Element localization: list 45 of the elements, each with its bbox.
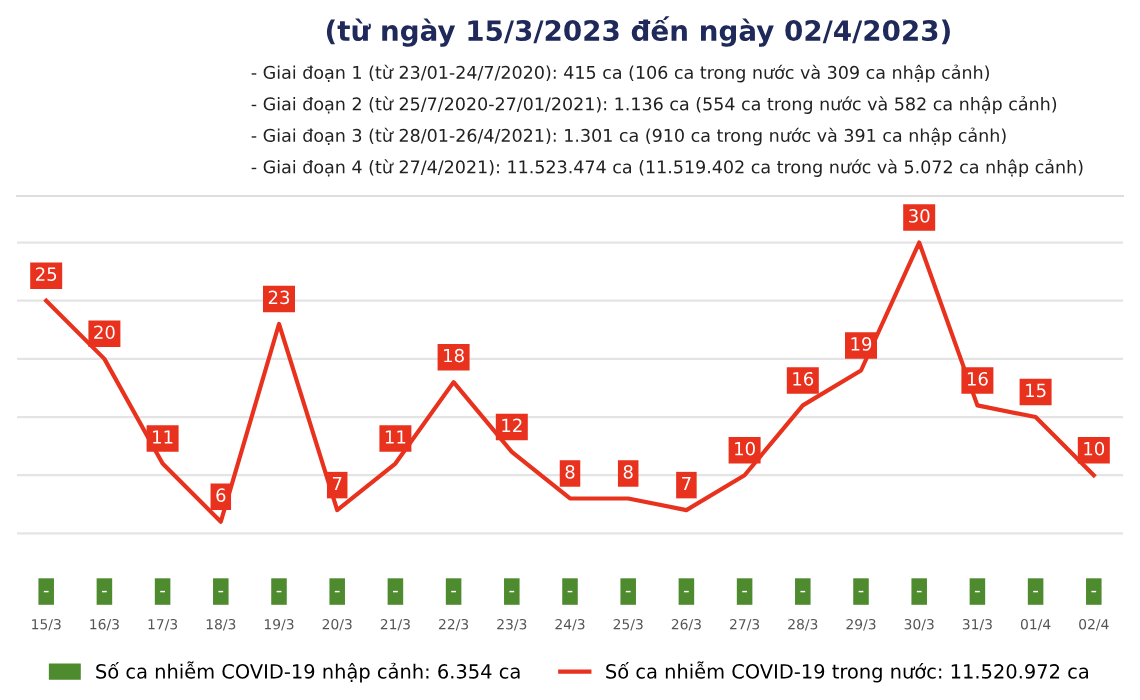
data-label: - [916,590,922,593]
data-label: 8 [623,465,633,479]
data-label: - [800,590,806,593]
data-label: 7 [682,476,691,491]
data-label: - [218,590,224,593]
data-label: 8 [565,465,575,479]
chart-title: (từ ngày 15/3/2023 đến ngày 02/4/2023) [326,16,950,47]
data-label: 7 [332,476,342,491]
data-label: 30 [909,209,930,223]
data-label: - [276,590,282,593]
data-label: - [451,590,456,593]
data-label: 12 [502,418,522,432]
data-label: - [1033,590,1038,593]
data-label: - [393,590,398,593]
text: - Giai đoạn 1 (từ 23/01-24/7/2020): 415 ca (106 ca trong nước và 309 ca nhập cảnh) [251,64,989,83]
data-label: - [625,590,631,593]
data-label: - [102,590,107,593]
data-label: 16 [793,371,814,386]
data-label: - [334,590,340,593]
data-label: - [43,590,49,593]
data-label: 15 [1026,383,1046,398]
data-label: 10 [735,441,755,456]
data-label: - [567,590,573,593]
data-label: 18 [444,348,464,363]
data-label: - [742,590,747,593]
data-label: 20 [94,325,115,340]
data-label: 10 [1084,441,1105,456]
legend-label: Số ca nhiễm COVID-19 nhập cảnh: 6.354 ca [96,661,520,683]
data-label: - [975,590,980,593]
data-label: - [858,590,864,593]
legend-label: Số ca nhiễm COVID-19 trong nước: 11.520.972 ca [606,661,1088,683]
data-label: 19 [851,337,872,351]
data-label: 25 [36,267,57,281]
data-label: - [160,590,165,593]
data-label: - [684,590,689,593]
text: - Giai đoạn 2 (từ 25/7/2020-27/01/2021): 1.136 ca (554 ca trong nước và 582 ca nhập cảnh) [251,96,1057,114]
data-label: 11 [153,430,173,444]
data-label: 16 [967,371,988,386]
text: - Giai đoạn 3 (từ 28/01-26/4/2021): 1.301 ca (910 ca trong nước và 391 ca nhập cảnh) [251,127,1006,146]
data-label: 6 [216,488,226,502]
data-label: 11 [385,430,406,444]
text: - Giai đoạn 4 (từ 27/4/2021): 11.523.474 ca (11.519.402 ca trong nước và 5.072 ca nhập cảnh) [251,159,1083,177]
data-label: 23 [268,290,290,305]
data-label: - [1091,590,1097,593]
data-label: - [509,590,515,593]
